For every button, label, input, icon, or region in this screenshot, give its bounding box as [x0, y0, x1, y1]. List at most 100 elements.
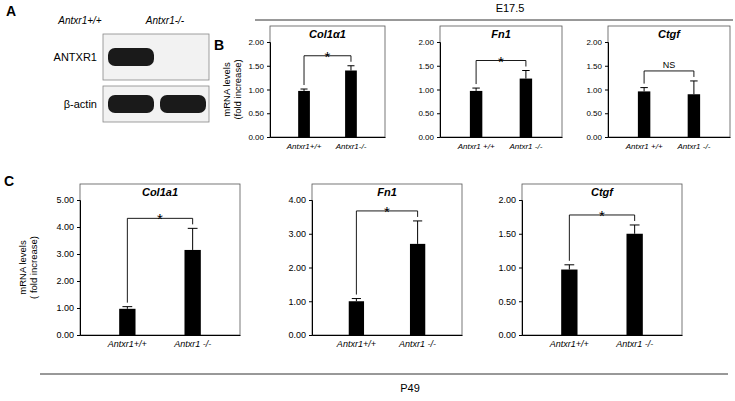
- y-axis-title: mRNA levels: [221, 62, 232, 117]
- y-axis-line: [437, 43, 441, 138]
- y-tick-label: 1.50: [586, 62, 602, 71]
- y-tick-mark: [437, 113, 440, 114]
- y-tick-mark: [77, 335, 80, 336]
- y-tick-mark: [437, 42, 440, 43]
- error-bar-cap: [352, 298, 361, 299]
- error-bar-cap: [690, 80, 697, 81]
- x-tick-label: Antxr1 -/-: [676, 142, 710, 151]
- y-tick-label: 0.50: [248, 109, 264, 118]
- significance-bracket: *: [356, 203, 417, 295]
- x-tick: Antxr1+/+: [336, 335, 376, 349]
- x-tick-label: Antxr1+/+: [549, 339, 589, 349]
- error-bar: [188, 228, 198, 250]
- y-tick: 0.00: [248, 133, 270, 142]
- group-line: [40, 374, 728, 375]
- y-tick-label: 1.00: [56, 303, 74, 313]
- y-axis-line: [267, 43, 271, 138]
- y-tick-label: 2.00: [288, 263, 306, 273]
- chart-frame: [440, 26, 562, 137]
- y-tick-mark: [309, 301, 312, 302]
- y-axis: 0.000.501.001.502.00: [248, 38, 270, 142]
- y-tick: 1.50: [586, 62, 608, 71]
- y-axis: 0.000.501.001.502.00: [418, 38, 440, 142]
- y-axis: 0.000.501.001.502.00: [586, 38, 608, 142]
- error-bar: [472, 88, 479, 91]
- y-tick-label: 2.00: [586, 38, 602, 47]
- y-tick: 5.00: [56, 195, 80, 205]
- blot-column-label: Antxr1-/-: [145, 15, 185, 26]
- y-tick-mark: [77, 254, 80, 255]
- y-axis: 0.000.501.001.502.00: [498, 195, 522, 340]
- significance-label: *: [498, 53, 504, 70]
- x-axis: Antxr1+/+Antxr1 -/-: [313, 335, 463, 349]
- x-axis-line: [609, 137, 731, 138]
- y-tick-label: 1.50: [418, 62, 434, 71]
- y-tick-label: 0.00: [586, 133, 602, 142]
- plot-area: [349, 221, 426, 335]
- bar: [349, 301, 364, 335]
- y-tick: 2.00: [498, 195, 522, 205]
- y-tick-label: 2.00: [418, 38, 434, 47]
- bar: [638, 91, 650, 137]
- y-tick-mark: [519, 335, 522, 336]
- error-bar-cap: [413, 220, 422, 221]
- y-tick-label: 3.00: [56, 249, 74, 259]
- y-axis-line: [309, 201, 313, 336]
- significance-bracket: *: [127, 210, 192, 302]
- y-tick-label: 4.00: [56, 222, 74, 232]
- x-tick-label: Antxr1+/+: [286, 142, 322, 151]
- significance-label: *: [599, 207, 605, 224]
- y-tick: 1.50: [418, 62, 440, 71]
- chart-frame: [608, 26, 730, 137]
- y-tick-mark: [519, 200, 522, 201]
- y-axis-title: ( fold increase): [28, 236, 39, 299]
- error-bar: [413, 221, 422, 244]
- bar: [520, 79, 532, 137]
- error-bar: [564, 265, 574, 270]
- y-tick-label: 2.00: [56, 276, 74, 286]
- error-bar: [347, 66, 354, 71]
- y-tick: 2.00: [418, 38, 440, 47]
- plot-area: [470, 71, 532, 138]
- x-tick: Antxr1 -/-: [173, 335, 211, 349]
- y-tick-label: 1.50: [248, 62, 264, 71]
- x-axis-line: [441, 137, 563, 138]
- y-tick-label: 2.00: [498, 195, 516, 205]
- x-axis-line: [271, 137, 386, 138]
- error-bar-cap: [122, 306, 132, 307]
- error-bar-stem: [693, 81, 694, 94]
- plot-area: [561, 225, 643, 335]
- y-tick-label: 1.00: [288, 297, 306, 307]
- y-tick-label: 1.00: [586, 86, 602, 95]
- x-tick: Antxr1+/+: [107, 335, 147, 349]
- figure: ABCAntxr1+/+Antxr1-/-ANTXR1β-actinE17.5P…: [0, 0, 735, 401]
- y-tick: 2.00: [288, 263, 312, 273]
- error-bar: [122, 307, 132, 309]
- bar: [626, 234, 642, 335]
- significance-bracket: NS: [644, 60, 694, 84]
- x-tick-label: Antxr1+/+: [336, 339, 376, 349]
- y-tick-mark: [605, 113, 608, 114]
- x-tick: Antxr1+/+: [286, 137, 322, 151]
- error-bar-cap: [522, 70, 529, 71]
- error-bar: [301, 89, 308, 91]
- blot-row-label: β-actin: [64, 98, 97, 110]
- error-bar-cap: [188, 228, 198, 229]
- error-bar-stem: [634, 225, 635, 234]
- y-tick-mark: [267, 137, 270, 138]
- y-tick: 4.00: [56, 222, 80, 232]
- y-tick-mark: [437, 90, 440, 91]
- panel-label: C: [4, 173, 14, 189]
- x-tick-label: Antxr1 -/-: [615, 339, 653, 349]
- x-axis-line: [313, 335, 463, 336]
- y-tick-label: 1.00: [418, 86, 434, 95]
- chart-frame: [312, 184, 462, 335]
- y-tick: 1.00: [288, 297, 312, 307]
- y-tick: 0.50: [418, 109, 440, 118]
- blot-band: [160, 95, 206, 113]
- x-axis-line: [81, 335, 241, 336]
- y-tick-label: 0.50: [498, 297, 516, 307]
- y-tick-mark: [267, 66, 270, 67]
- y-tick: 0.00: [56, 330, 80, 340]
- error-bar-stem: [350, 66, 351, 71]
